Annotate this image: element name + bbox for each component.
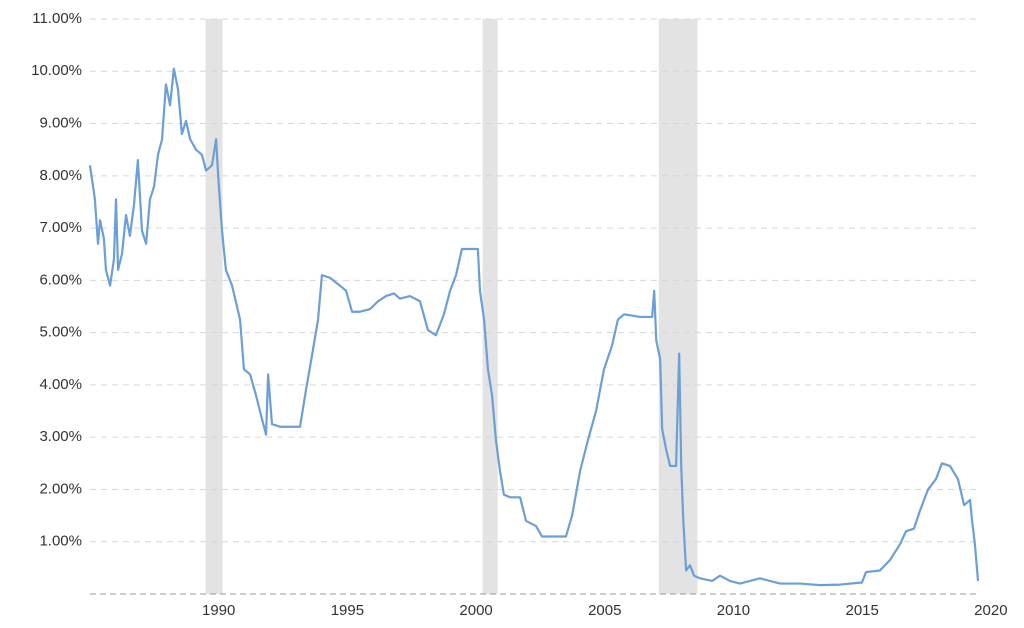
y-tick-label: 3.00% bbox=[39, 428, 82, 445]
y-tick-label: 10.00% bbox=[31, 62, 82, 79]
rate-line bbox=[88, 67, 980, 587]
x-tick-label: 2015 bbox=[845, 602, 878, 619]
recession-band bbox=[658, 19, 698, 594]
x-tick-label: 2020 bbox=[974, 602, 1007, 619]
y-tick-label: 5.00% bbox=[39, 324, 82, 341]
y-tick-label: 2.00% bbox=[39, 480, 82, 497]
y-tick-label: 11.00% bbox=[32, 10, 82, 27]
recession-band bbox=[482, 19, 498, 594]
x-tick-label: 1990 bbox=[202, 602, 235, 619]
x-tick-label: 1995 bbox=[331, 602, 364, 619]
y-tick-label: 4.00% bbox=[39, 376, 82, 393]
y-tick-label: 8.00% bbox=[39, 167, 82, 184]
x-tick-label: 2010 bbox=[717, 602, 750, 619]
recession-band bbox=[205, 19, 223, 594]
y-tick-label: 7.00% bbox=[39, 219, 82, 236]
y-tick-label: 6.00% bbox=[39, 271, 82, 288]
x-tick-label: 2005 bbox=[588, 602, 621, 619]
y-tick-label: 1.00% bbox=[39, 533, 82, 550]
y-tick-label: 9.00% bbox=[39, 115, 82, 132]
x-tick-label: 2000 bbox=[459, 602, 492, 619]
